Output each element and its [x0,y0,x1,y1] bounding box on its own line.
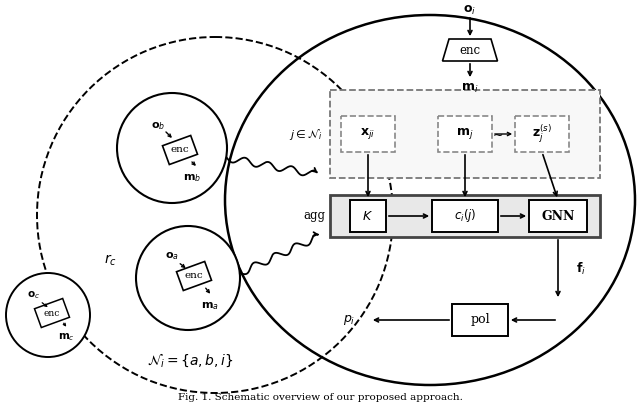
Bar [341,116,395,152]
Text: GNN: GNN [541,210,575,223]
Text: $\mathbf{m}_j$: $\mathbf{m}_j$ [456,127,474,142]
Bar [350,200,386,232]
Text: $j \in \mathcal{N}_i$: $j \in \mathcal{N}_i$ [289,127,322,142]
Text: $\mathbf{m}_b$: $\mathbf{m}_b$ [183,172,201,184]
Text: $\mathbf{m}_i$: $\mathbf{m}_i$ [461,81,479,94]
Text: $\mathbf{f}_i$: $\mathbf{f}_i$ [576,260,586,276]
Bar [330,90,600,178]
Text: $\mathbf{o}_c$: $\mathbf{o}_c$ [28,289,40,301]
Text: $\mathbf{o}_a$: $\mathbf{o}_a$ [165,250,179,262]
Circle shape [136,226,240,330]
Bar [432,200,498,232]
Circle shape [117,93,227,203]
Text: Fig. 1. Schematic overview of our proposed approach.: Fig. 1. Schematic overview of our propos… [177,392,463,401]
Bar [529,200,587,232]
Text: pol: pol [470,313,490,326]
Polygon shape [442,39,497,61]
Text: $\mathbf{z}_j^{(s)}$: $\mathbf{z}_j^{(s)}$ [532,123,552,145]
Circle shape [6,273,90,357]
Ellipse shape [225,15,635,385]
Text: $\mathbf{o}_i$: $\mathbf{o}_i$ [463,3,477,17]
Text: agg: agg [303,210,325,223]
Polygon shape [163,136,198,164]
Bar [452,304,508,336]
Text: $\sim$: $\sim$ [490,127,504,140]
Text: $\mathbf{m}_a$: $\mathbf{m}_a$ [201,300,219,312]
Text: enc: enc [185,271,204,280]
Text: $\mathbf{m}_c$: $\mathbf{m}_c$ [58,331,74,343]
Polygon shape [177,261,211,291]
Text: enc: enc [171,145,189,155]
Text: $K$: $K$ [362,210,374,223]
Polygon shape [35,298,70,328]
Text: $\mathcal{N}_i = \{a, b, i\}$: $\mathcal{N}_i = \{a, b, i\}$ [147,351,234,369]
Text: $p_i$: $p_i$ [342,313,355,327]
Bar [438,116,492,152]
Text: enc: enc [44,309,60,317]
Text: enc: enc [460,44,481,57]
Bar [330,195,600,237]
Text: $\mathbf{o}_b$: $\mathbf{o}_b$ [151,120,165,132]
Text: $r_c$: $r_c$ [104,252,116,268]
Text: $c_i(j)$: $c_i(j)$ [454,208,476,225]
Bar [515,116,569,152]
Text: $\mathbf{x}_{ji}$: $\mathbf{x}_{ji}$ [360,127,376,142]
